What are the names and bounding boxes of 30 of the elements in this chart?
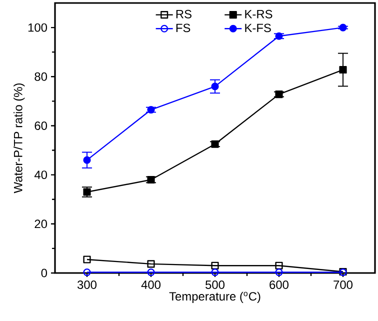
point bbox=[147, 260, 155, 268]
x-tick-label: 500 bbox=[206, 280, 225, 289]
legend-label: RS bbox=[176, 10, 192, 18]
x-axis-title: Temperature ($^{o}$C) bbox=[169, 292, 260, 303]
y-tick-label: 80 bbox=[34, 72, 48, 81]
point bbox=[211, 262, 219, 270]
legend-label: FS bbox=[176, 24, 190, 32]
legend-label: K-FS bbox=[245, 24, 271, 32]
point bbox=[339, 66, 347, 74]
point bbox=[83, 156, 91, 164]
y-axis-title: Water-P/TP ratio (%) bbox=[14, 84, 25, 194]
point bbox=[211, 82, 219, 90]
point bbox=[275, 262, 283, 270]
point bbox=[83, 256, 91, 264]
x-tick-label: 400 bbox=[141, 280, 161, 289]
x-tick-label: 600 bbox=[270, 280, 289, 289]
y-tick-label: 40 bbox=[34, 170, 48, 180]
x-tick-label: 700 bbox=[334, 280, 353, 289]
x-tick-label: 300 bbox=[77, 280, 97, 289]
point bbox=[275, 268, 283, 276]
y-tick-label: 0 bbox=[41, 268, 48, 278]
point bbox=[147, 268, 155, 276]
y-tick-label: 100 bbox=[28, 23, 48, 32]
legend-label: K-RS bbox=[245, 10, 272, 18]
point bbox=[275, 32, 283, 40]
point bbox=[275, 90, 283, 98]
point bbox=[211, 268, 219, 276]
y-tick-label: 20 bbox=[34, 220, 48, 228]
point bbox=[339, 24, 347, 32]
y-tick-label: 60 bbox=[34, 121, 48, 130]
